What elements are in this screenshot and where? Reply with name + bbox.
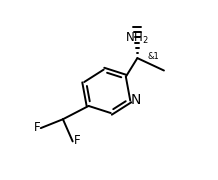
Text: N: N bbox=[130, 93, 141, 107]
Text: NH$_2$: NH$_2$ bbox=[125, 31, 149, 46]
Text: F: F bbox=[34, 121, 41, 134]
Text: F: F bbox=[74, 134, 81, 147]
Text: &1: &1 bbox=[147, 52, 159, 61]
